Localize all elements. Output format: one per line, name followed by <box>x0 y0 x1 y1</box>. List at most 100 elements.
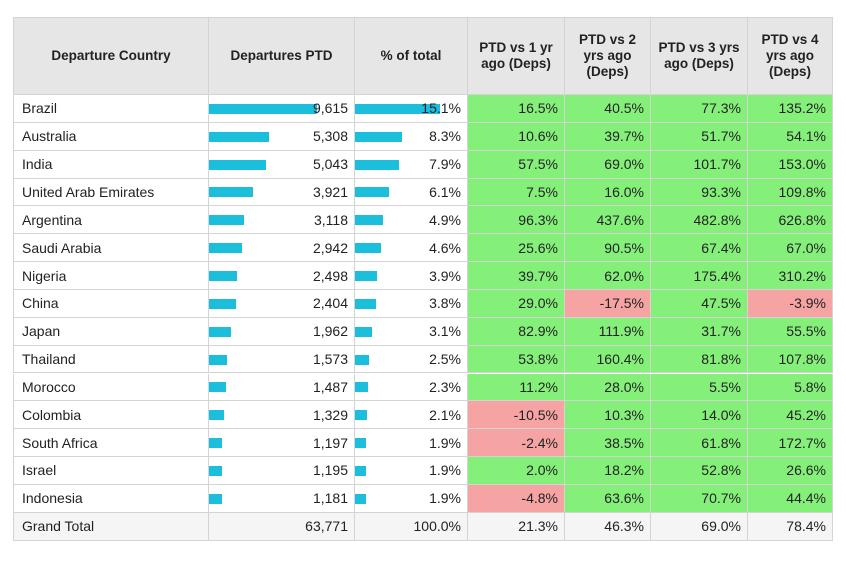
header-text: PTD vs 3 yrs ago (Deps) <box>658 40 740 71</box>
departures-cell: 2,404 <box>209 289 355 318</box>
change-cell: 96.3% <box>468 206 565 235</box>
data-bar <box>355 354 370 365</box>
country-name: Saudi Arabia <box>22 239 102 256</box>
country-cell: Australia <box>13 122 209 151</box>
change-cell: 101.7% <box>651 150 748 179</box>
change-value: 5.5% <box>709 378 741 395</box>
change-value: 26.6% <box>786 462 826 479</box>
change-value: 82.9% <box>518 323 558 340</box>
change-cell: 40.5% <box>565 95 651 123</box>
share-cell: 8.3% <box>355 122 468 151</box>
change-cell: 28.0% <box>565 373 651 402</box>
column-header: PTD vs 1 yr ago (Deps) <box>468 17 565 95</box>
change-value: 54.1% <box>786 128 826 145</box>
change-cell: 44.4% <box>748 484 833 513</box>
share-value: 1.9% <box>429 434 461 451</box>
share-value: 3.8% <box>429 295 461 312</box>
data-bar <box>209 438 223 449</box>
change-value: 81.8% <box>701 351 741 368</box>
data-bar <box>355 271 377 282</box>
change-value: 109.8% <box>778 183 826 200</box>
change-value: 626.8% <box>778 211 826 228</box>
header-text: PTD vs 4 yrs ago (Deps) <box>761 32 819 79</box>
share-value: 1.9% <box>429 490 461 507</box>
data-bar <box>355 103 440 114</box>
country-cell: India <box>13 150 209 179</box>
change-cell: 51.7% <box>651 122 748 151</box>
data-bar <box>209 410 224 421</box>
change-value: 2.0% <box>526 462 558 479</box>
data-bar <box>355 131 402 142</box>
country-name: Morocco <box>22 378 76 395</box>
country-name: United Arab Emirates <box>22 183 155 200</box>
change-cell: 437.6% <box>565 206 651 235</box>
departures-cell: 3,118 <box>209 206 355 235</box>
departures-value: 1,487 <box>312 378 348 395</box>
total-change-cell: 46.3% <box>565 512 651 541</box>
country-name: Nigeria <box>22 267 67 284</box>
change-cell: 52.8% <box>651 457 748 485</box>
data-bar <box>209 103 317 114</box>
share-cell: 3.9% <box>355 262 468 290</box>
change-cell: 5.5% <box>651 373 748 402</box>
share-value: 1.9% <box>429 462 461 479</box>
change-value: 10.3% <box>604 406 644 423</box>
country-name: South Africa <box>22 434 98 451</box>
country-name: Israel <box>22 462 57 479</box>
departures-cell: 5,308 <box>209 122 355 151</box>
change-cell: 39.7% <box>468 262 565 290</box>
change-cell: 62.0% <box>565 262 651 290</box>
column-header: PTD vs 2 yrs ago (Deps) <box>565 17 651 95</box>
country-name: China <box>22 295 59 312</box>
departures-cell: 5,043 <box>209 150 355 179</box>
change-cell: 153.0% <box>748 150 833 179</box>
change-value: 160.4% <box>596 351 644 368</box>
change-cell: -2.4% <box>468 429 565 458</box>
change-value: 28.0% <box>604 378 644 395</box>
country-cell: Morocco <box>13 373 209 402</box>
change-value: 153.0% <box>778 156 826 173</box>
share-cell: 7.9% <box>355 150 468 179</box>
change-value: 16.0% <box>604 183 644 200</box>
data-bar <box>355 215 383 226</box>
total-change-cell: 69.0% <box>651 512 748 541</box>
change-cell: 135.2% <box>748 95 833 123</box>
share-cell: 1.9% <box>355 484 468 513</box>
share-value: 6.1% <box>429 183 461 200</box>
change-value: 62.0% <box>604 267 644 284</box>
change-cell: 55.5% <box>748 317 833 346</box>
change-cell: 38.5% <box>565 429 651 458</box>
share-cell: 1.9% <box>355 429 468 458</box>
column-header: % of total <box>355 17 468 95</box>
data-bar <box>355 465 366 476</box>
data-bar <box>355 493 366 504</box>
change-cell: 16.5% <box>468 95 565 123</box>
change-cell: 16.0% <box>565 178 651 207</box>
share-value: 15.1% <box>421 100 461 117</box>
change-value: 107.8% <box>778 351 826 368</box>
departures-cell: 1,181 <box>209 484 355 513</box>
change-value: 61.8% <box>701 434 741 451</box>
departures-cell: 2,942 <box>209 234 355 263</box>
share-value: 8.3% <box>429 128 461 145</box>
departures-value: 1,573 <box>312 351 348 368</box>
total-change: 46.3% <box>604 518 644 535</box>
change-value: 39.7% <box>518 267 558 284</box>
change-cell: 54.1% <box>748 122 833 151</box>
data-bar <box>209 326 232 337</box>
country-cell: Saudi Arabia <box>13 234 209 263</box>
country-cell: Thailand <box>13 345 209 374</box>
share-cell: 4.9% <box>355 206 468 235</box>
change-value: 69.0% <box>604 156 644 173</box>
country-name: Australia <box>22 128 77 145</box>
change-cell: -17.5% <box>565 289 651 318</box>
data-bar <box>209 271 238 282</box>
data-bar <box>355 326 373 337</box>
data-bar <box>209 298 236 309</box>
change-cell: 26.6% <box>748 457 833 485</box>
change-cell: 107.8% <box>748 345 833 374</box>
column-header: PTD vs 3 yrs ago (Deps) <box>651 17 748 95</box>
change-cell: 82.9% <box>468 317 565 346</box>
change-value: -17.5% <box>599 295 644 312</box>
departures-value: 1,197 <box>312 434 348 451</box>
